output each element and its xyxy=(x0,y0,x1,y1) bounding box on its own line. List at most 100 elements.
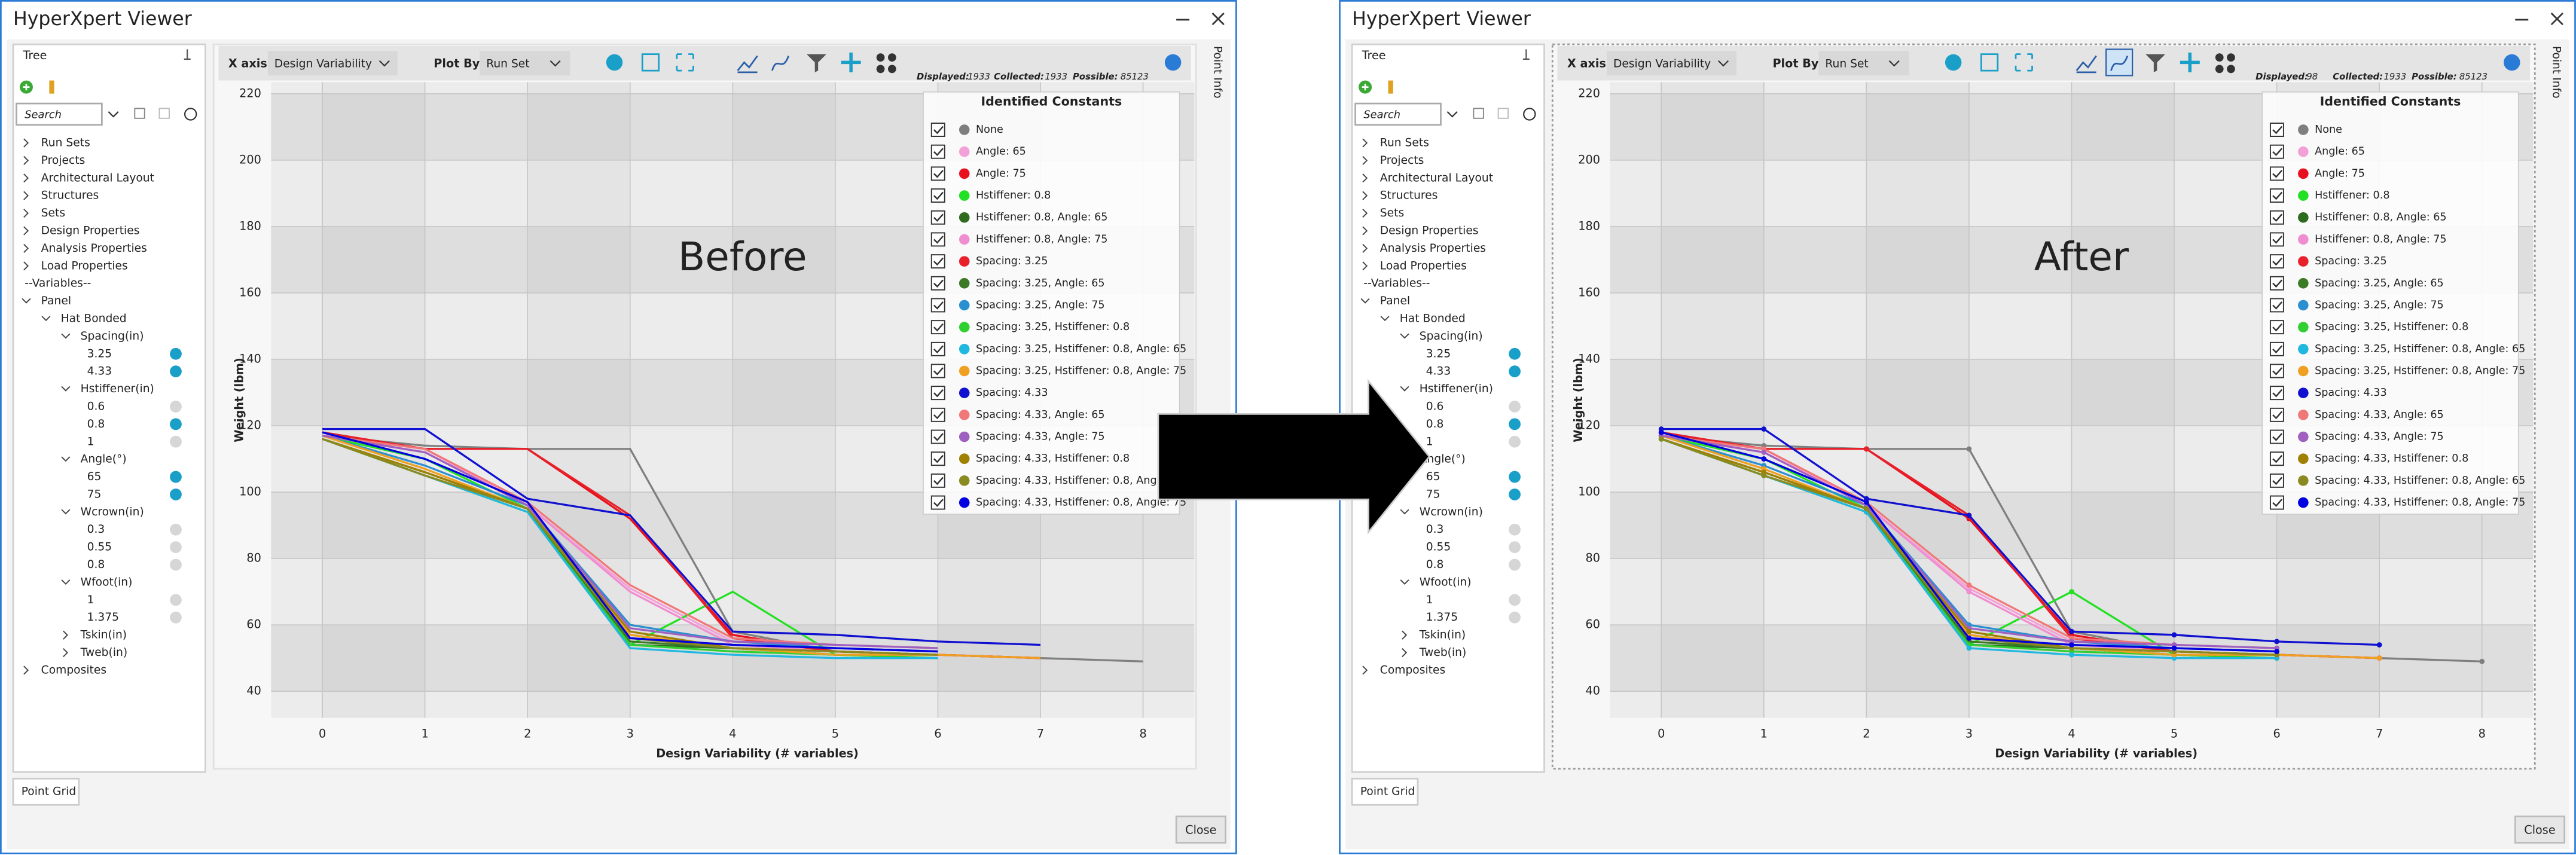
tree-item[interactable]: 0.6 xyxy=(1426,400,1444,413)
expand-arrow[interactable] xyxy=(23,138,29,148)
filter-dot[interactable] xyxy=(1509,347,1521,360)
filter-dot[interactable] xyxy=(1509,523,1521,536)
tree-item[interactable]: 65 xyxy=(87,471,102,483)
expand-arrow[interactable] xyxy=(63,630,69,640)
series-point[interactable] xyxy=(1966,589,1972,595)
series-point[interactable] xyxy=(1863,446,1869,452)
tree-item[interactable]: Structures xyxy=(1380,190,1438,202)
legend-entry[interactable]: Angle: 75 xyxy=(2315,167,2365,179)
expand-arrow[interactable] xyxy=(1362,226,1368,236)
legend-entry[interactable]: Spacing: 4.33, Angle: 75 xyxy=(2315,431,2444,443)
legend-entry[interactable]: Spacing: 3.25 xyxy=(2315,255,2387,267)
expand-arrow[interactable] xyxy=(1362,138,1368,148)
legend-entry[interactable]: Spacing: 4.33, Hstiffener: 0.8, Angle: 6… xyxy=(976,475,1186,487)
expand-arrow[interactable] xyxy=(23,665,29,675)
expand-arrow[interactable] xyxy=(23,173,29,183)
legend-checkbox[interactable] xyxy=(930,123,945,137)
legend-checkbox[interactable] xyxy=(2269,341,2284,356)
filter-dot[interactable] xyxy=(170,594,182,606)
tree-item[interactable]: Wfoot(in) xyxy=(1420,576,1472,588)
tree-item[interactable]: 0.8 xyxy=(87,558,105,571)
collapse-arrow[interactable] xyxy=(41,316,51,322)
tree-item[interactable]: Design Properties xyxy=(1380,225,1479,237)
expand-arrow[interactable] xyxy=(1362,173,1368,183)
legend-entry[interactable]: Angle: 65 xyxy=(2315,146,2365,158)
point-grid-tab[interactable] xyxy=(1351,777,1419,806)
filter-dot[interactable] xyxy=(1509,401,1521,413)
tool-filter[interactable] xyxy=(806,54,826,72)
tree-item[interactable]: 1 xyxy=(87,594,94,606)
tree-item[interactable]: 1 xyxy=(1426,594,1433,606)
legend-entry[interactable]: Spacing: 3.25, Angle: 75 xyxy=(2315,299,2444,311)
legend-entry[interactable]: Hstiffener: 0.8, Angle: 65 xyxy=(2315,212,2446,224)
filter-dot[interactable] xyxy=(170,611,182,624)
legend-entry[interactable]: Spacing: 4.33 xyxy=(2315,387,2387,399)
tool-cluster[interactable] xyxy=(876,65,885,74)
tree-item[interactable]: Tskin(in) xyxy=(80,629,127,642)
tree-item[interactable]: Load Properties xyxy=(1380,259,1467,272)
tree-item[interactable]: 0.55 xyxy=(87,541,112,554)
filter-dot[interactable] xyxy=(170,523,182,536)
tool-move[interactable] xyxy=(841,52,861,72)
legend-entry[interactable]: Angle: 75 xyxy=(976,167,1026,179)
expand-arrow[interactable] xyxy=(1362,209,1368,218)
series-point[interactable] xyxy=(2069,652,2074,658)
legend-checkbox[interactable] xyxy=(930,166,945,181)
legend-checkbox[interactable] xyxy=(930,276,945,291)
point-info-tab[interactable]: Point Info xyxy=(2550,46,2562,99)
legend-checkbox[interactable] xyxy=(2269,144,2284,159)
series-point[interactable] xyxy=(2479,658,2485,664)
legend-checkbox[interactable] xyxy=(930,232,945,247)
series-point[interactable] xyxy=(1658,436,1664,442)
tree-item[interactable]: Composites xyxy=(1380,664,1445,676)
tree-item[interactable]: 1 xyxy=(87,435,94,448)
expand-arrow[interactable] xyxy=(1362,155,1368,165)
close-button[interactable] xyxy=(2514,816,2566,844)
legend-checkbox[interactable] xyxy=(2269,320,2284,335)
tool-cluster[interactable] xyxy=(2227,65,2235,74)
tree-item[interactable]: Tweb(in) xyxy=(1419,646,1467,659)
tool-cluster[interactable] xyxy=(887,53,896,62)
tree-item[interactable]: Angle(°) xyxy=(1420,453,1466,466)
x-axis-dropdown[interactable] xyxy=(267,51,398,76)
series-point[interactable] xyxy=(1761,450,1767,455)
tree-item[interactable]: Angle(°) xyxy=(81,453,127,466)
tool-curve[interactable] xyxy=(2110,55,2129,71)
expand-arrow[interactable] xyxy=(1402,630,1408,640)
tree-item[interactable]: Panel xyxy=(41,295,71,307)
legend-entry[interactable]: Spacing: 4.33, Angle: 65 xyxy=(2315,409,2444,421)
legend-checkbox[interactable] xyxy=(930,451,945,466)
tree-item[interactable]: 4.33 xyxy=(1426,365,1451,378)
search-box[interactable] xyxy=(16,102,103,126)
legend-entry[interactable]: Spacing: 3.25, Hstiffener: 0.8 xyxy=(2315,321,2468,333)
tree-item[interactable]: Run Sets xyxy=(1380,137,1429,149)
tool-line[interactable] xyxy=(737,55,758,74)
series-point[interactable] xyxy=(1966,512,1972,518)
tree-item[interactable]: Run Sets xyxy=(41,137,90,149)
filter-dot[interactable] xyxy=(1509,558,1521,571)
series-point[interactable] xyxy=(1966,628,1972,634)
filter-dot[interactable] xyxy=(170,401,182,413)
tree-item[interactable]: Analysis Properties xyxy=(1380,242,1486,255)
tree-item[interactable]: 0.55 xyxy=(1426,541,1451,554)
legend-checkbox[interactable] xyxy=(930,254,945,269)
legend-entry[interactable]: Spacing: 4.33, Hstiffener: 0.8, Angle: 7… xyxy=(976,497,1186,509)
tree-item[interactable]: Design Properties xyxy=(41,225,140,237)
legend-entry[interactable]: Spacing: 3.25, Angle: 75 xyxy=(976,299,1105,311)
search-dropdown[interactable] xyxy=(108,111,119,118)
tree-item[interactable]: Tweb(in) xyxy=(80,646,128,659)
legend-entry[interactable]: Spacing: 4.33, Angle: 65 xyxy=(976,409,1105,421)
series-point[interactable] xyxy=(2376,642,2382,648)
tree-item[interactable]: Projects xyxy=(1380,154,1424,167)
legend-checkbox[interactable] xyxy=(2269,407,2284,422)
tree-item[interactable]: --Variables-- xyxy=(25,277,91,290)
tree-item[interactable]: Hstiffener(in) xyxy=(81,383,154,395)
legend-checkbox[interactable] xyxy=(930,473,945,488)
expand-arrow[interactable] xyxy=(23,155,29,165)
filter-dot[interactable] xyxy=(1509,365,1521,378)
filter-dot[interactable] xyxy=(1509,488,1521,500)
legend-checkbox[interactable] xyxy=(2269,495,2284,510)
plot-by-dropdown[interactable] xyxy=(480,51,570,76)
series-point[interactable] xyxy=(2069,642,2074,648)
collapse-arrow[interactable] xyxy=(1400,333,1409,339)
